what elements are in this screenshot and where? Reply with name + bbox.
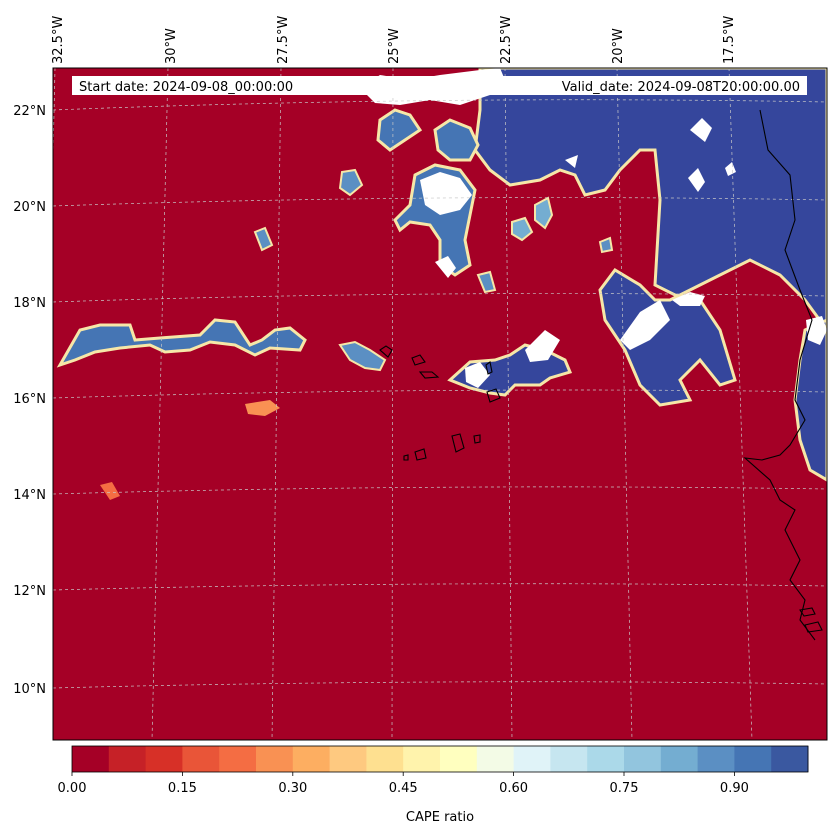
high-cape-ratio-patch [338,340,387,372]
map-frame [52,67,828,741]
latitude-tick-label: 14°N [13,488,46,503]
high-cape-ratio-patch [476,270,497,294]
colorbar-tick-label: 0.60 [499,781,528,796]
island [403,454,409,461]
colorbar-segment [697,746,735,772]
island [379,345,393,358]
colorbar-tick-label: 0.90 [720,781,749,796]
colorbar-label: CAPE ratio [406,810,474,825]
colorbar-frame [71,745,809,773]
colorbar-segment [366,746,404,772]
colorbar-segment [624,746,662,772]
colorbar-segment [219,746,257,772]
colorbar-tick-label: 0.75 [610,781,639,796]
latitude-tick-label: 20°N [13,200,46,215]
longitude-tick-label: 17.5°W [722,16,737,64]
latitude-tick-label: 12°N [13,584,46,599]
missing-data-patch [435,256,456,278]
island [486,388,501,403]
coastlines [379,109,823,641]
longitude-tick-label: 20°W [611,28,626,64]
high-cape-ratio-patch [534,196,554,230]
colorbar [71,745,809,773]
high-cape-ratio-patch [598,236,614,254]
longitude-tick-label: 27.5°W [276,16,291,64]
missing-data-patch [690,118,712,142]
island [799,607,816,617]
island [451,433,465,453]
high-cape-ratio-region [473,68,827,407]
longitude-tick-label: 32.5°W [51,16,66,64]
colorbar-segment [587,746,625,772]
colorbar-segment [476,746,515,772]
colorbar-segment [771,746,809,772]
high-cape-ratio-patch [511,216,534,242]
high-cape-ratio-patch [253,226,274,252]
longitude-axis-labels: 32.5°W 30°W 27.5°W 25°W 22.5°W 20°W 17.5°W [51,16,737,64]
latitude-tick-label: 22°N [13,104,46,119]
longitude-tick-label: 30°W [164,28,179,64]
longitude-tick-label: 25°W [387,28,402,64]
latitude-tick-label: 16°N [13,392,46,407]
start-date-label: Start date: 2024-09-08_00:00:00 [79,80,293,95]
colorbar-segment [292,746,331,772]
missing-data-patch [525,330,560,362]
colorbar-tick-labels: 0.00 0.15 0.30 0.45 0.60 0.75 0.90 [58,772,749,796]
colorbar-segment [734,746,772,772]
high-cape-ratio-patch [376,108,423,152]
missing-data-patch [565,155,578,168]
colorbar-tick-label: 0.00 [58,781,87,796]
island [473,434,481,444]
high-cape-ratio-patch [338,168,364,197]
high-cape-ratio-patch [56,318,307,368]
latitude-tick-label: 18°N [13,296,46,311]
colorbar-tick-label: 0.30 [278,781,307,796]
island [418,371,440,379]
map-plot-area [53,68,827,740]
date-info-bar [72,76,807,95]
african-coastline [743,109,816,641]
colorbar-segment [72,746,110,772]
colorbar-segment [660,746,699,772]
moderate-cape-ratio-patch [100,482,120,500]
colorbar-segment [108,746,147,772]
island [414,448,427,461]
missing-data-patch [672,292,705,306]
valid-date-label: Valid_date: 2024-09-08T20:00:00.00 [562,80,800,95]
island [411,354,426,366]
colorbar-segment [403,746,441,772]
missing-data-patch [620,300,670,350]
missing-data-patch [725,162,736,176]
missing-data-patch [420,172,472,215]
colorbar-segment [256,746,294,772]
colorbar-tick-label: 0.45 [389,781,418,796]
colorbar-segment [182,746,220,772]
graticule [53,68,827,740]
latitude-tick-label: 10°N [13,682,46,697]
high-cape-ratio-patch [433,118,480,162]
island [485,361,493,375]
latitude-axis-labels: 22°N 20°N 18°N 16°N 14°N 12°N 10°N [13,104,46,697]
missing-data-patch [688,168,705,192]
colorbar-segment [440,746,478,772]
colorbar-segment [329,746,367,772]
colorbar-segment [513,746,551,772]
colorbar-segment [550,746,588,772]
island [804,621,823,633]
colorbar-tick-label: 0.15 [168,781,197,796]
colorbar-segment [145,746,183,772]
longitude-tick-label: 22.5°W [499,16,514,64]
missing-data-patch [465,362,490,388]
moderate-cape-ratio-patch [245,400,280,416]
